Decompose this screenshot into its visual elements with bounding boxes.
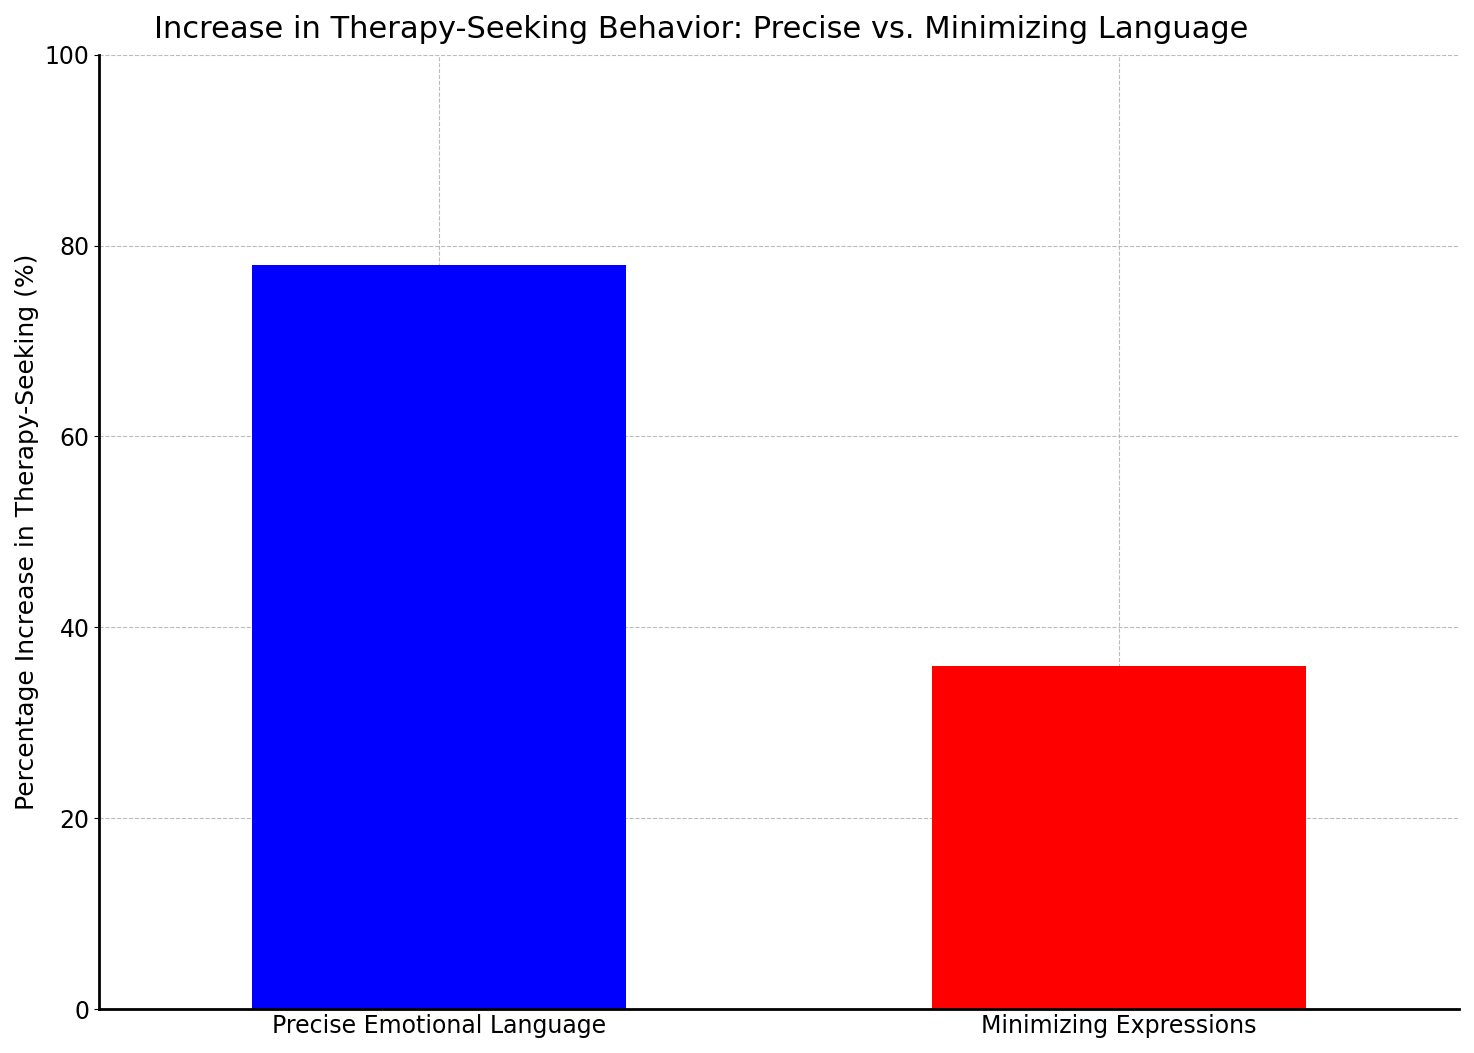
Y-axis label: Percentage Increase in Therapy-Seeking (%): Percentage Increase in Therapy-Seeking (…: [15, 254, 38, 810]
Bar: [252, 264, 626, 1009]
Bar: [932, 665, 1306, 1009]
Text: Increase in Therapy-Seeking Behavior: Precise vs. Minimizing Language: Increase in Therapy-Seeking Behavior: Pr…: [153, 15, 1248, 44]
